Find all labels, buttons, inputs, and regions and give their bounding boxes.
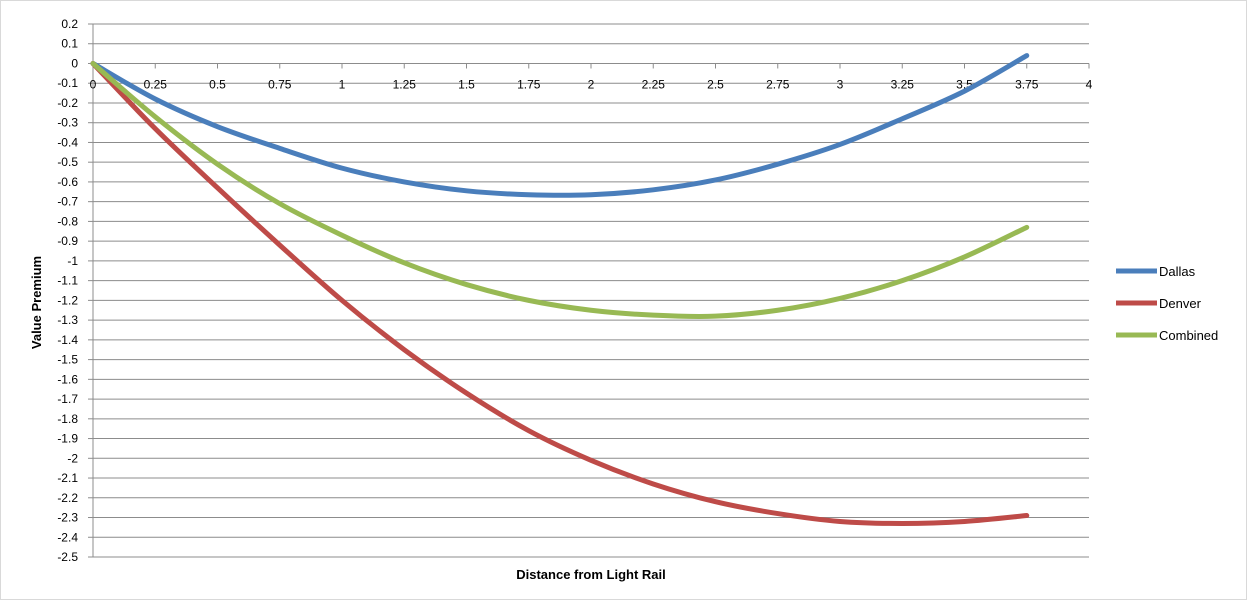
y-tick-label: -1.1 <box>57 274 78 288</box>
y-tick-label: -2.2 <box>57 491 78 505</box>
y-tick-label: -1.9 <box>57 432 78 446</box>
x-tick-label: 1.5 <box>458 77 475 91</box>
y-tick-label: -1.2 <box>57 293 78 307</box>
y-tick-label: -2.4 <box>57 530 78 544</box>
legend: Dallas Denver Combined <box>1116 264 1218 343</box>
x-tick-label: 2 <box>588 77 595 91</box>
y-tick-label: -0.5 <box>57 155 78 169</box>
x-tick-labels: 0 0.25 0.5 0.75 1 1.25 1.5 1.75 2 2.25 2.5 2.75 3 3.2… <box>90 77 1093 91</box>
y-tick-label: -0.8 <box>57 214 78 228</box>
y-tick-label: -2 <box>67 451 78 465</box>
x-tick-label: 1.25 <box>393 77 417 91</box>
x-tick-label: 0.5 <box>209 77 226 91</box>
series-line-dallas <box>90 53 1030 198</box>
x-tick-label: 4 <box>1086 77 1093 91</box>
y-tick-label: 0 <box>71 56 78 70</box>
y-tick-label: 0.2 <box>61 17 78 31</box>
y-tick-label: -0.9 <box>57 234 78 248</box>
y-tick-label: -0.4 <box>57 135 78 149</box>
y-tick-label: -0.6 <box>57 175 78 189</box>
y-tick-label: -2.1 <box>57 471 78 485</box>
legend-label-dallas: Dallas <box>1159 264 1196 279</box>
x-tick-label: 0.75 <box>268 77 292 91</box>
y-tick-label: -1.3 <box>57 313 78 327</box>
y-tick-label: -2.3 <box>57 511 78 525</box>
x-tick-label: 1.75 <box>517 77 541 91</box>
series-lines <box>90 53 1030 526</box>
y-tick-label: -0.1 <box>57 76 78 90</box>
x-tick-label: 3 <box>837 77 844 91</box>
y-tick-label: -1 <box>67 254 78 268</box>
y-tick-labels: 0.2 0.1 0 -0.1 -0.2 -0.3 -0.4 -0.5 -0.6 -0.7 -0.8 -… <box>57 17 78 564</box>
x-tick-label: 1 <box>339 77 346 91</box>
y-tick-label: -2.5 <box>57 550 78 564</box>
x-tick-label: 0.25 <box>144 77 168 91</box>
x-tick-label: 2.5 <box>707 77 724 91</box>
series-line-denver <box>90 60 1030 526</box>
y-tick-label: -1.7 <box>57 392 78 406</box>
x-tick-label: 2.25 <box>642 77 666 91</box>
y-tick-label: -0.3 <box>57 116 78 130</box>
y-axis-title: Value Premium <box>29 256 44 349</box>
axes <box>88 23 1090 558</box>
y-tick-label: -1.6 <box>57 372 78 386</box>
x-tick-label: 3.75 <box>1015 77 1039 91</box>
x-axis-title: Distance from Light Rail <box>516 567 666 582</box>
y-tick-label: -1.5 <box>57 353 78 367</box>
y-tick-label: 0.1 <box>61 37 78 51</box>
y-tick-label: -0.7 <box>57 195 78 209</box>
legend-label-combined: Combined <box>1159 328 1218 343</box>
legend-label-denver: Denver <box>1159 296 1202 311</box>
x-tick-label: 3.25 <box>891 77 915 91</box>
x-tick-label: 0 <box>90 77 97 91</box>
series-line-combined <box>90 60 1030 319</box>
x-tick-label: 2.75 <box>766 77 790 91</box>
y-tick-label: -0.2 <box>57 96 78 110</box>
y-tick-label: -1.4 <box>57 333 78 347</box>
y-tick-label: -1.8 <box>57 412 78 426</box>
